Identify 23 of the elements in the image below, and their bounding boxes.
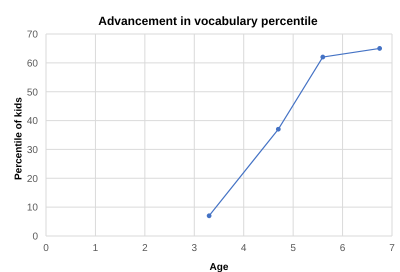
point <box>206 213 212 218</box>
point <box>320 54 326 60</box>
y-tick-label: 60 <box>26 58 38 70</box>
x-tick-label: 6 <box>340 243 346 254</box>
y-tick-label: 70 <box>26 30 38 41</box>
y-tick-label: 40 <box>26 116 38 128</box>
y-tick-label: 50 <box>26 87 38 98</box>
x-tick-label: 0 <box>43 243 50 254</box>
y-tick-label: 20 <box>26 174 38 185</box>
chart-title: Advancement in vocabulary percentile <box>97 14 319 28</box>
y-tick-label: 0 <box>32 232 38 243</box>
x-tick-label: 3 <box>192 243 198 254</box>
x-axis-title: Age <box>210 262 229 272</box>
x-tick-label: 1 <box>92 243 99 254</box>
point <box>276 126 281 132</box>
x-tick-label: 2 <box>142 243 148 254</box>
x-tick-label: 7 <box>389 243 396 254</box>
x-tick-label: 5 <box>290 243 296 254</box>
y-axis-title: Percentile of kids <box>14 96 25 180</box>
y-tick-label: 10 <box>26 202 38 214</box>
y-tick-label: 30 <box>26 144 38 156</box>
x-tick-label: 4 <box>240 243 247 254</box>
point <box>377 46 382 51</box>
